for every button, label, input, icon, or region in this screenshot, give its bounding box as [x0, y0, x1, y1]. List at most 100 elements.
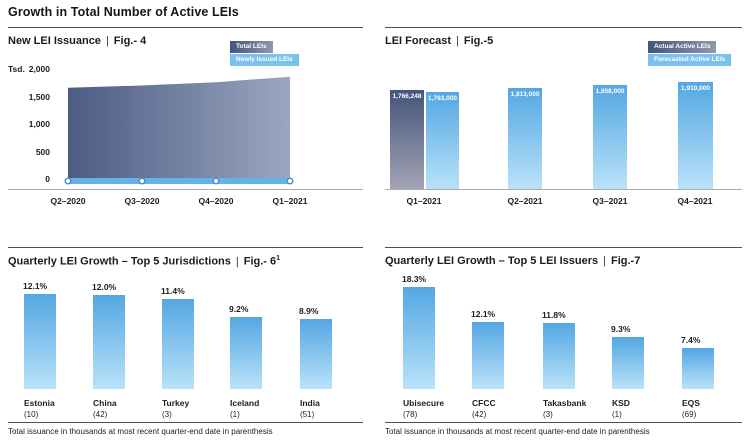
bar-value-label: 11.8% [542, 310, 566, 320]
legend-chip-light: Forecasted Active LEIs [648, 54, 732, 66]
bar-chart-plot: 1,766,248 1,763,000 1,813,000 1,858,000 1,91… [385, 28, 742, 248]
bar-value-label: 12.1% [471, 309, 496, 319]
bar-value-label: 1,858,000 [595, 88, 625, 95]
legend-chip-dark: Actual Active LEIs [648, 41, 717, 53]
x-axis-label: Q1–2021 [272, 196, 308, 206]
data-point-marker [286, 177, 294, 185]
category-label: EQS [682, 398, 700, 408]
title-separator: | [105, 35, 109, 47]
figure-number: Fig.- 4 [113, 35, 147, 47]
y-axis-tick: 0 [45, 174, 50, 184]
chart-title: Quarterly LEI Growth – Top 5 LEI Issuers [385, 255, 599, 267]
category-count-label: (3) [162, 410, 172, 419]
panel-lei-forecast: LEI Forecast | Fig.-5 Actual Active LEIs Fo… [385, 27, 742, 248]
category-count-label: (78) [403, 410, 418, 419]
panel-top5-jurisdictions: Quarterly LEI Growth – Top 5 Jurisdictio… [8, 247, 363, 442]
bar-value-label: 1,763,000 [428, 95, 457, 102]
bar-value-label: 11.4% [161, 286, 185, 296]
x-axis-label: Q1–2021 [406, 196, 442, 206]
panel-top5-lei-issuers: Quarterly LEI Growth – Top 5 LEI Issuers… [385, 247, 742, 442]
growth-bar [93, 295, 125, 389]
x-axis-label: Q3–2021 [592, 196, 628, 206]
title-separator: | [235, 255, 239, 268]
legend-fig5: Actual Active LEIs Forecasted Active LEIs [648, 41, 732, 66]
category-label: China [93, 398, 117, 408]
bar-value-label: 12.1% [23, 281, 48, 291]
bar-value-label: 1,910,000 [681, 85, 710, 92]
figure-number: Fig.-7 [610, 255, 641, 267]
category-label: Takasbank [543, 398, 587, 408]
area-series-svg [64, 76, 294, 185]
category-label: Iceland [230, 398, 260, 408]
category-count-label: (10) [24, 410, 39, 419]
y-axis-unit-label: Tsd. [8, 64, 25, 74]
growth-bar [682, 348, 714, 389]
x-axis-label: Q2–2020 [50, 196, 86, 206]
bar-value-label: 7.4% [681, 335, 701, 345]
bar-chart-plot: 12.1% Estonia (10) 12.0% China (42) 11.4% Turke… [8, 248, 363, 442]
panel-new-lei-issuance: New LEI Issuance | Fig.- 4 Total LEIs Newly… [8, 27, 363, 248]
bar-value-label: 18.3% [402, 274, 427, 284]
legend-chip-light: Newly Issued LEIs [230, 54, 299, 66]
bar-value-label: 12.0% [92, 282, 117, 292]
x-axis-label: Q4–2021 [677, 196, 713, 206]
growth-bar [300, 319, 332, 389]
growth-bar [543, 323, 575, 389]
category-count-label: (42) [472, 410, 487, 419]
category-label: Estonia [24, 398, 55, 408]
growth-bar [230, 317, 262, 389]
legend-fig4: Total LEIs Newly Issued LEIs [230, 41, 299, 66]
footnote-text: Total issuance in thousands at most rece… [385, 427, 650, 436]
category-label: India [300, 398, 320, 408]
category-label: Turkey [162, 398, 190, 408]
growth-bar [24, 294, 56, 389]
y-axis-tick: 1,500 [28, 91, 50, 102]
footnote-divider [385, 422, 742, 423]
category-count-label: (1) [230, 410, 240, 419]
panel-title-fig4: New LEI Issuance | Fig.- 4 [8, 35, 146, 47]
x-axis-line [8, 189, 363, 190]
data-point-marker [64, 177, 72, 185]
y-axis-tick: 2,000 [28, 64, 50, 74]
x-axis-label: Q3–2020 [124, 196, 160, 206]
panel-title-fig5: LEI Forecast | Fig.-5 [385, 35, 493, 47]
bar-value-label: 1,766,248 [392, 93, 422, 100]
growth-bar [472, 322, 504, 389]
footnote-divider [8, 422, 363, 423]
forecast-leis-bar: 1,813,000 [508, 88, 542, 189]
x-axis-label: Q4–2020 [198, 196, 234, 206]
y-axis-tick: 500 [35, 146, 50, 157]
chart-title: Quarterly LEI Growth – Top 5 Jurisdictio… [8, 255, 231, 268]
growth-bar [612, 337, 644, 389]
forecast-leis-bar: 1,763,000 [426, 92, 459, 189]
category-count-label: (1) [612, 410, 622, 419]
forecast-leis-bar: 1,858,000 [593, 85, 627, 189]
page-title: Growth in Total Number of Active LEIs [8, 5, 239, 19]
figure-number: Fig.-5 [463, 35, 494, 47]
chart-title: New LEI Issuance [8, 35, 101, 47]
bar-value-label: 8.9% [299, 306, 319, 316]
x-axis-label: Q2–2021 [507, 196, 543, 206]
bar-chart-plot: 18.3% Ubisecure (78) 12.1% CFCC (42) 11.8% Taka… [385, 248, 742, 442]
footnote-marker: 1 [276, 255, 281, 262]
area-chart-plot: Tsd. 2,000 1,500 1,000 500 0 Q2–2020 Q3–2020 Q4–… [8, 28, 363, 248]
category-count-label: (3) [543, 410, 553, 419]
title-separator: | [456, 35, 459, 47]
growth-bar [162, 299, 194, 389]
category-count-label: (42) [93, 410, 108, 419]
data-point-marker [212, 177, 220, 185]
growth-bar [403, 287, 435, 389]
forecast-leis-bar: 1,910,000 [678, 82, 713, 189]
panel-title-fig6: Quarterly LEI Growth – Top 5 Jurisdictio… [8, 255, 280, 268]
title-separator: | [603, 255, 606, 267]
figure-number: Fig.- 6 [243, 255, 277, 268]
actual-leis-bar: 1,766,248 [390, 90, 424, 189]
footnote-text: Total issuance in thousands at most rece… [8, 427, 273, 436]
total-leis-area [68, 76, 290, 180]
bar-value-label: 9.2% [229, 304, 249, 314]
data-point-marker [138, 177, 146, 185]
chart-title: LEI Forecast [385, 35, 452, 47]
y-axis-tick: 1,000 [28, 119, 50, 129]
legend-chip-dark: Total LEIs [230, 41, 273, 53]
x-axis-line [385, 189, 742, 190]
